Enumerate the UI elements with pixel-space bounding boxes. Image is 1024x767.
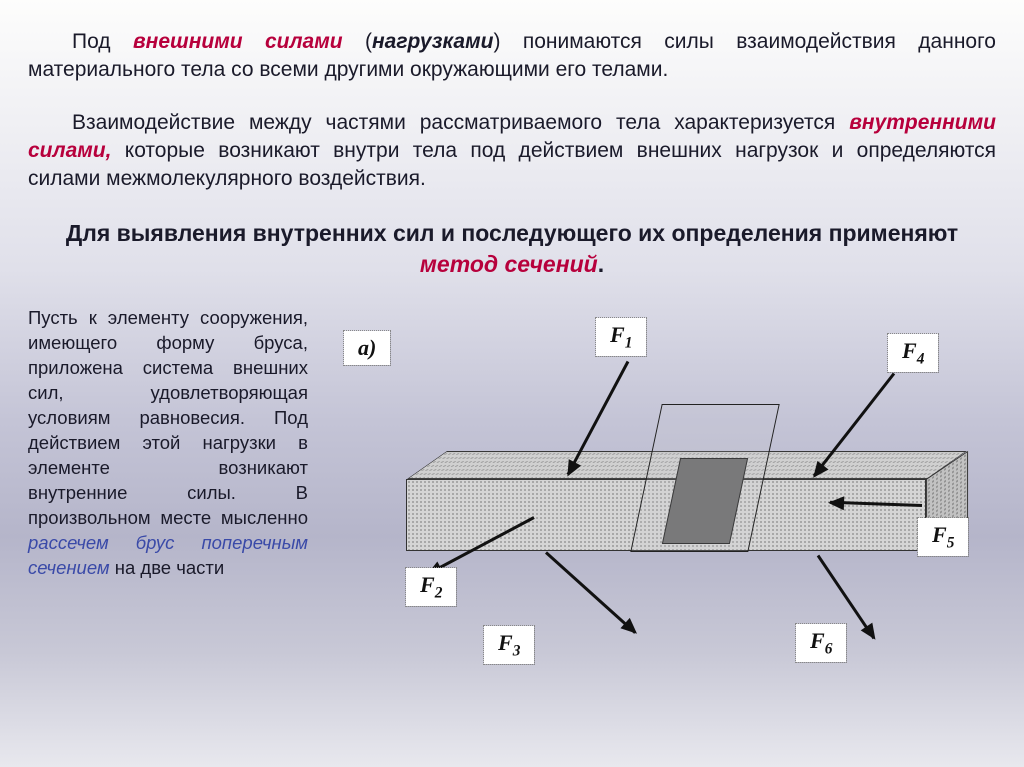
label-f1: F1 xyxy=(596,318,646,356)
side-pre: Пусть к элементу сооружения, имеющего фо… xyxy=(28,307,308,528)
p1-mid: ( xyxy=(343,30,372,53)
term-loads: нагрузками xyxy=(372,30,493,53)
label-f6: F6 xyxy=(796,624,846,662)
hl-pre: Для выявления внутренних сил и последующ… xyxy=(66,220,958,246)
highlight-method: Для выявления внутренних сил и последующ… xyxy=(28,218,996,280)
arrow-f3 xyxy=(545,551,636,634)
p1-pre: Под xyxy=(72,30,133,53)
paragraph-external-forces: Под внешними силами (нагрузками) понимаю… xyxy=(28,28,996,85)
hl-post: . xyxy=(598,251,604,277)
label-f2: F2 xyxy=(406,568,456,606)
beam-diagram: а) F1 F4 F2 F3 F5 F6 xyxy=(326,306,996,686)
term-external-forces: внешними силами xyxy=(133,30,343,53)
side-paragraph: Пусть к элементу сооружения, имеющего фо… xyxy=(28,306,308,686)
side-post: на две части xyxy=(110,557,225,578)
label-f4: F4 xyxy=(888,334,938,372)
label-a: а) xyxy=(344,331,390,365)
label-f3: F3 xyxy=(484,626,534,664)
p2-post: которые возникают внутри тела под действ… xyxy=(28,139,996,190)
p2-pre: Взаимодействие между частями рассматрива… xyxy=(72,111,849,134)
term-section-method: метод сечений xyxy=(420,251,598,277)
paragraph-internal-forces: Взаимодействие между частями рассматрива… xyxy=(28,109,996,194)
label-f5: F5 xyxy=(918,518,968,556)
